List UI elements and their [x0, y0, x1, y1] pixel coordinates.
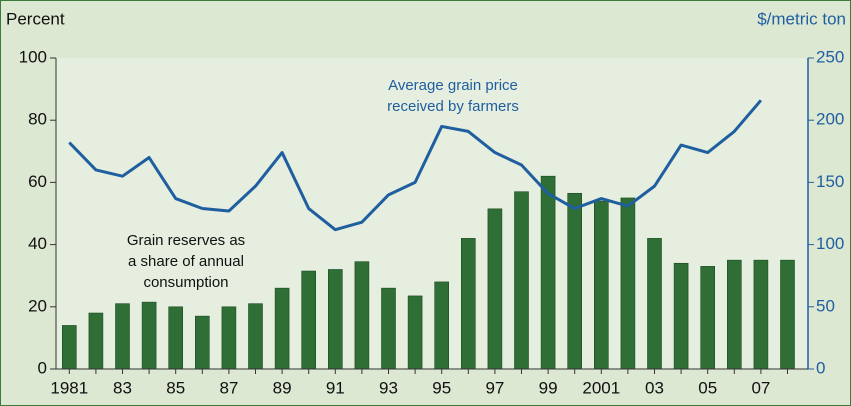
annotation: received by farmers [387, 98, 519, 115]
bar [381, 287, 396, 370]
y2-tick-label: 100 [816, 234, 844, 253]
y-tick-label: 20 [28, 296, 47, 315]
bar [647, 238, 662, 370]
x-tick-label: 03 [645, 378, 664, 397]
x-tick-label: 91 [326, 378, 345, 397]
bar [407, 295, 423, 370]
x-tick-label: 05 [698, 378, 717, 397]
x-tick-label: 07 [751, 378, 770, 397]
bar [593, 200, 609, 370]
bar [195, 315, 210, 370]
y-tick-label: 80 [28, 110, 47, 129]
bar [61, 325, 77, 370]
bar [168, 306, 183, 370]
y2-tick-label: 250 [816, 47, 844, 66]
y-axis-label: Percent [6, 9, 65, 28]
bar [88, 312, 104, 370]
bar [434, 281, 450, 370]
bar [221, 306, 237, 370]
bar [567, 192, 583, 370]
x-tick-label: 1981 [50, 378, 88, 397]
bar [673, 262, 689, 370]
bar [620, 197, 636, 370]
y2-tick-label: 150 [816, 172, 844, 191]
bar [780, 259, 795, 370]
bar [301, 270, 317, 370]
x-tick-label: 89 [273, 378, 292, 397]
bar [726, 259, 742, 370]
bar [487, 208, 503, 370]
bar [274, 287, 290, 370]
y-tick-label: 60 [28, 172, 47, 191]
bar [115, 303, 130, 370]
y-tick-label: 40 [28, 234, 47, 253]
bar [141, 301, 157, 370]
x-tick-label: 2001 [582, 378, 620, 397]
bar [540, 175, 556, 370]
y2-tick-label: 200 [816, 110, 844, 129]
y2-tick-label: 0 [816, 358, 825, 377]
y2-axis-label: $/metric ton [757, 9, 846, 28]
bar [753, 259, 769, 370]
bar [327, 269, 343, 370]
bar [248, 303, 263, 370]
x-tick-label: 95 [432, 378, 451, 397]
y-tick-label: 100 [19, 47, 47, 66]
bar [700, 266, 716, 370]
x-tick-label: 99 [539, 378, 558, 397]
price-line [68, 99, 763, 232]
annotation: Average grain price [388, 77, 518, 94]
annotation: Grain reserves as [127, 232, 245, 249]
x-tick-label: 85 [166, 378, 185, 397]
y-tick-label: 0 [38, 358, 47, 377]
annotation: consumption [143, 274, 228, 291]
x-tick-label: 93 [379, 378, 398, 397]
x-tick-label: 83 [113, 378, 132, 397]
x-tick-label: 87 [219, 378, 238, 397]
bar [460, 238, 476, 370]
y2-tick-label: 50 [816, 296, 835, 315]
annotation: a share of annual [128, 253, 244, 270]
bar [514, 191, 529, 370]
bar [354, 261, 370, 370]
x-tick-label: 97 [485, 378, 504, 397]
